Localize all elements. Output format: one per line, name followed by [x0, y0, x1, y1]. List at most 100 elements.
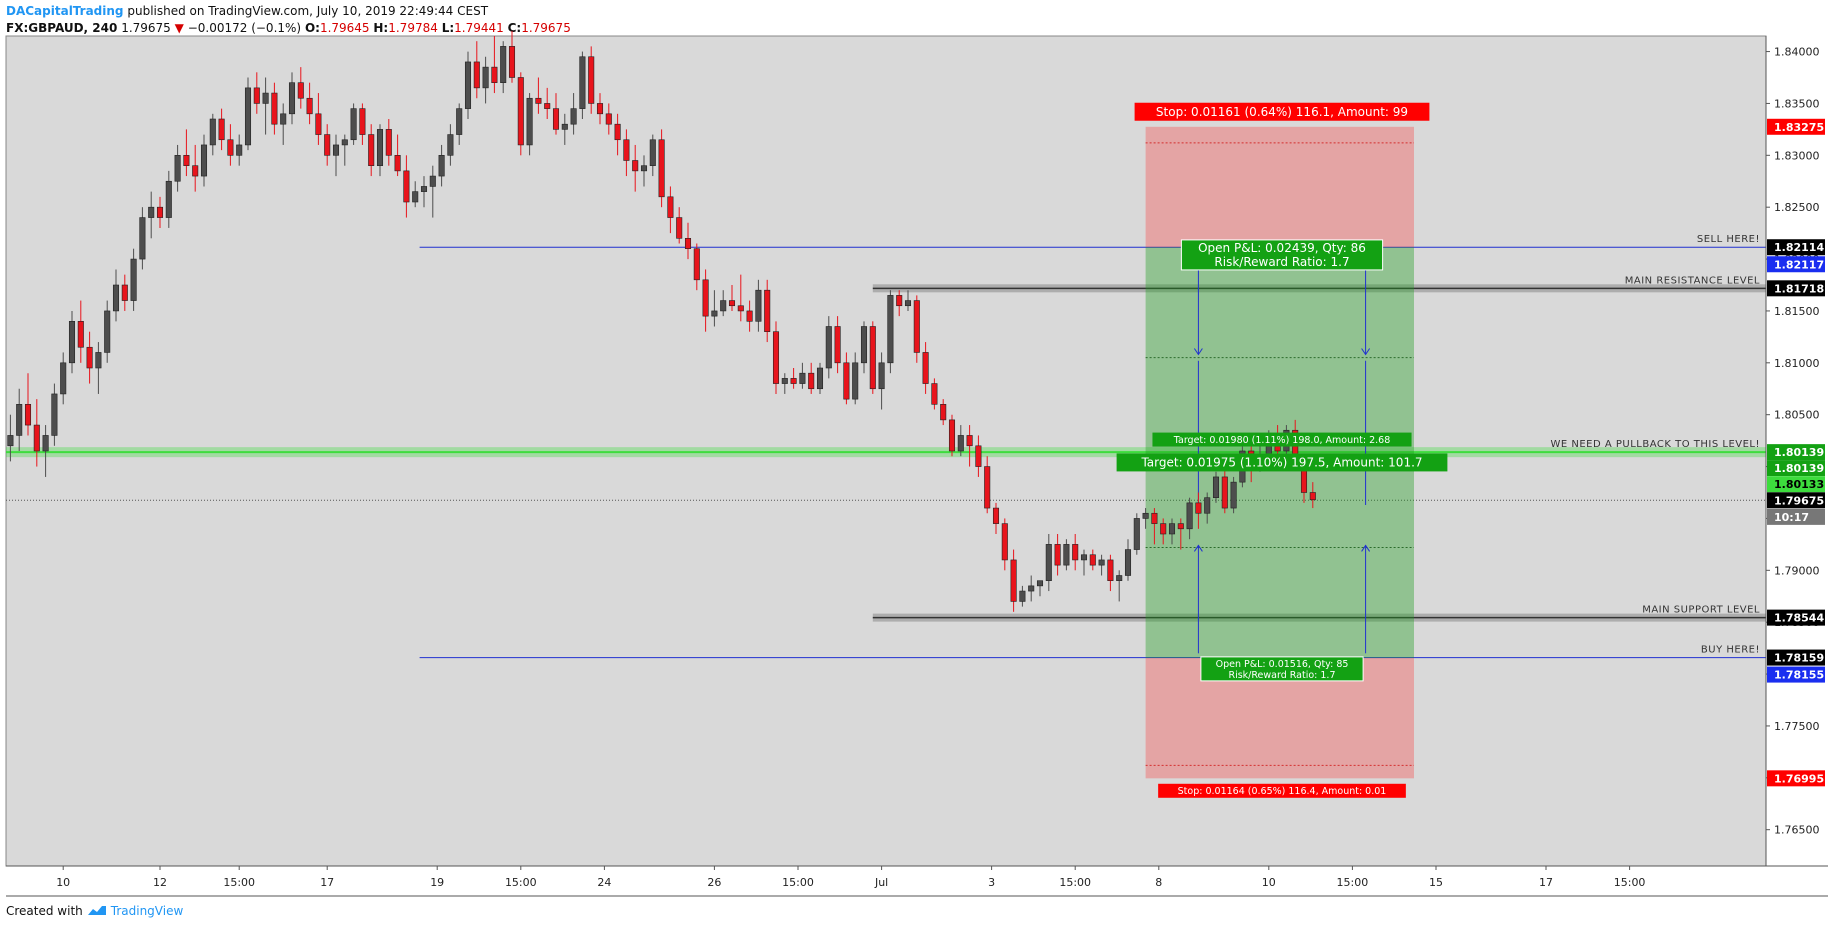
candle-body	[781, 378, 788, 384]
candle-body	[244, 87, 252, 146]
price-tick-label: 1.81500	[1774, 305, 1820, 318]
price-tag-text: 1.83275	[1774, 121, 1824, 134]
candle-body	[60, 362, 67, 395]
candle-body	[1186, 502, 1193, 530]
candle-body	[332, 144, 340, 156]
price-chart[interactable]: SELL HERE! MAIN RESISTANCE LEVEL WE NEED A…	[0, 0, 1828, 900]
candle-body	[596, 103, 604, 115]
position-label-text: Risk/Reward Ratio: 1.7	[1214, 255, 1349, 269]
candle	[200, 134, 208, 187]
candle	[385, 119, 392, 166]
candle	[1168, 518, 1176, 545]
candle	[552, 93, 560, 135]
candle-body	[605, 113, 612, 125]
candle	[1045, 534, 1052, 592]
short-stop-zone[interactable]	[1145, 126, 1414, 248]
candle	[860, 321, 868, 374]
candle-body	[623, 139, 630, 161]
position-label-bg	[1152, 432, 1412, 447]
candle	[702, 269, 709, 332]
price-tag: 1.76995	[1767, 770, 1825, 787]
price-tick-label: 1.83500	[1774, 97, 1820, 110]
candle-body	[174, 155, 181, 182]
candle	[676, 207, 683, 244]
candle-body	[262, 92, 269, 104]
candle-body	[464, 61, 472, 109]
candle	[1010, 549, 1017, 612]
position-label-bg	[1158, 783, 1406, 798]
candle	[130, 248, 137, 311]
price-tag-bg	[1767, 492, 1825, 509]
price-tag-bg	[1767, 239, 1825, 256]
candle-body	[183, 155, 190, 166]
candle	[236, 134, 243, 166]
level-label: SELL HERE!	[1697, 234, 1760, 245]
candle	[253, 72, 260, 114]
candle	[1151, 508, 1158, 545]
candle-body	[394, 155, 401, 172]
candle-body	[491, 66, 498, 83]
candle	[306, 82, 313, 125]
candle-body	[1063, 544, 1070, 566]
candle	[799, 362, 806, 389]
candle	[632, 144, 639, 192]
plot-area[interactable]	[5, 35, 1767, 867]
candle	[315, 93, 322, 145]
tradingview-brand[interactable]: TradingView	[110, 904, 184, 918]
candle-body	[508, 46, 516, 78]
candle	[887, 290, 894, 374]
price-axis[interactable]: 1.840001.835001.830001.825001.820001.815…	[1765, 36, 1828, 866]
profit-zone[interactable]	[1145, 247, 1414, 658]
candle-body	[1116, 575, 1123, 581]
candle-body	[552, 108, 560, 130]
price-tag-text: 1.79675	[1774, 494, 1824, 507]
candle	[33, 399, 40, 467]
candle-body	[288, 82, 296, 115]
candle	[649, 134, 656, 177]
position-label: Stop: 0.01161 (0.64%) 116.1, Amount: 99	[1134, 102, 1430, 121]
level-label: MAIN SUPPORT LEVEL	[1642, 605, 1760, 616]
position-label: Target: 0.01975 (1.10%) 197.5, Amount: 1…	[1116, 453, 1448, 472]
price-tick-label: 1.83000	[1774, 149, 1820, 162]
candle	[843, 352, 850, 405]
time-tick-label: 24	[597, 876, 611, 889]
arrow-head-icon	[1361, 544, 1371, 552]
candle-body	[341, 139, 348, 146]
price-tag: 1.82117	[1767, 256, 1825, 273]
candle	[596, 93, 604, 125]
candle	[755, 279, 762, 332]
candle	[1036, 580, 1044, 597]
candle-body	[711, 310, 718, 317]
candle	[112, 269, 120, 322]
time-tick-label: 10	[56, 876, 70, 889]
candle	[473, 41, 480, 99]
candle	[1107, 554, 1114, 592]
author-link[interactable]: DACapitalTrading	[6, 4, 124, 18]
candle-body	[297, 82, 304, 99]
price-tag: 1.80139	[1767, 460, 1825, 477]
price-tag-bg	[1767, 666, 1825, 683]
candle	[104, 300, 111, 363]
candle-body	[200, 144, 208, 177]
candle-body	[420, 186, 428, 192]
price-tick-label: 1.76500	[1774, 824, 1820, 837]
candle-body	[966, 435, 973, 447]
candle-body	[737, 305, 744, 312]
candle	[508, 30, 516, 83]
candle-body	[676, 217, 683, 239]
price-tag-bg	[1767, 476, 1825, 493]
time-axis[interactable]: 10 12 15:00 17 19 15:00 24 26 15:00 Jul 3 15:00 8 10 1…	[6, 865, 1828, 897]
high-value: 1.79784	[388, 21, 438, 35]
candle	[227, 124, 234, 166]
time-tick-label: 15:00	[1337, 876, 1369, 889]
candle	[482, 56, 489, 104]
candle-body	[948, 419, 956, 452]
candle-body	[904, 300, 912, 307]
candle	[95, 342, 102, 394]
candle-body	[535, 97, 542, 104]
candle	[1116, 570, 1123, 602]
price-tick-label: 1.79000	[1774, 564, 1820, 577]
position-label: Target: 0.01980 (1.11%) 198.0, Amount: 2…	[1152, 432, 1412, 447]
time-tick-label: 12	[153, 876, 167, 889]
candle-body	[68, 321, 76, 364]
